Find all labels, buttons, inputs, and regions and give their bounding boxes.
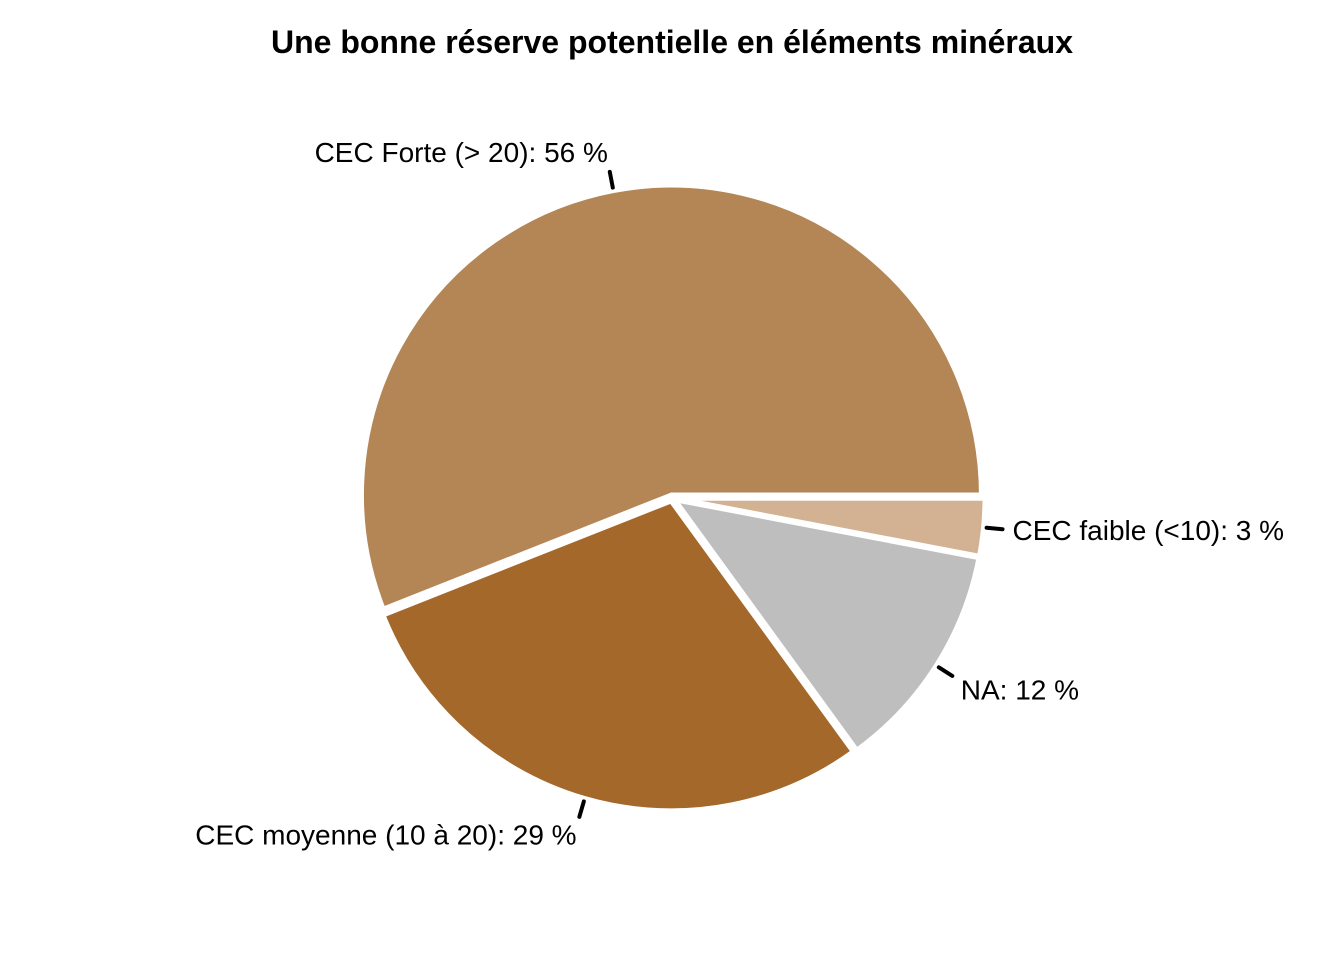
chart-title: Une bonne réserve potentielle en élément… xyxy=(271,24,1073,60)
label-ticks xyxy=(577,169,1005,819)
pie-slice-cec-moyenne-10-20 xyxy=(379,497,857,814)
pie-slice-cec-forte-20 xyxy=(358,182,984,613)
slice-label-na: NA: 12 % xyxy=(961,674,1079,705)
label-tick-cec-moyenne-10-20 xyxy=(577,799,586,819)
label-tick-cec-faible-10 xyxy=(984,525,1005,532)
slice-label-cec-moyenne-10-20: CEC moyenne (10 à 20): 29 % xyxy=(195,819,576,850)
label-tick-cec-forte-20 xyxy=(607,169,615,190)
label-tick-na xyxy=(936,665,955,678)
slice-label-cec-forte-20: CEC Forte (> 20): 56 % xyxy=(315,137,608,168)
slice-label-cec-faible-10: CEC faible (<10): 3 % xyxy=(1012,515,1284,546)
pie-slice-na xyxy=(668,495,982,754)
slice-labels: CEC faible (<10): 3 % NA: 12 % CEC moyenne… xyxy=(195,137,1284,850)
pie-slices xyxy=(358,182,988,814)
